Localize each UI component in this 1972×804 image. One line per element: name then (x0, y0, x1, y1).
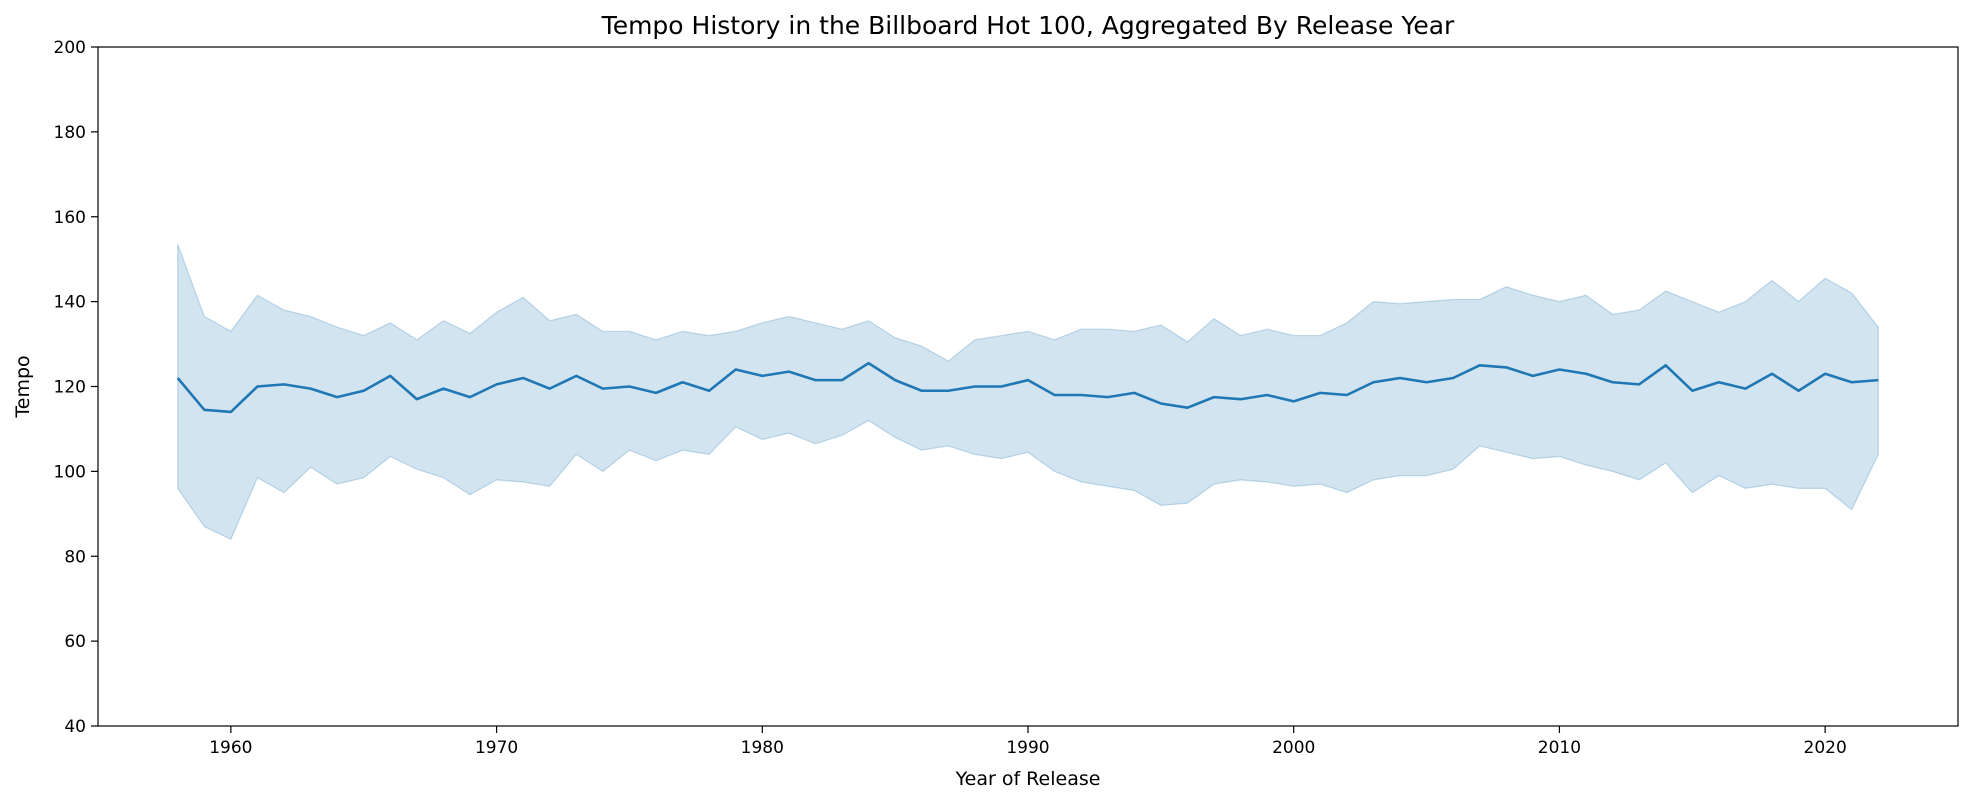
x-tick-label: 1960 (209, 738, 252, 758)
x-tick-label: 2000 (1272, 738, 1315, 758)
y-tick-label: 180 (54, 123, 86, 143)
mean-tempo-line (176, 361, 1879, 414)
y-tick-label: 80 (64, 547, 86, 567)
x-tick-label: 1980 (741, 738, 784, 758)
y-tick-label: 200 (54, 38, 86, 58)
x-tick-label: 1990 (1006, 738, 1049, 758)
x-ticks: 1960 1970 1980 1990 2000 2010 2020 (209, 726, 1847, 758)
chart-title: Tempo History in the Billboard Hot 100, … (601, 11, 1455, 40)
mean-line-layer (176, 361, 1879, 414)
y-ticks: 40 60 80 100 120 140 160 180 200 (54, 38, 98, 737)
y-tick-label: 60 (64, 632, 86, 652)
y-tick-label: 140 (54, 293, 86, 313)
x-tick-label: 2020 (1804, 738, 1847, 758)
x-axis-label: Year of Release (955, 768, 1101, 790)
y-tick-label: 40 (64, 717, 86, 737)
y-tick-label: 160 (54, 208, 86, 228)
confidence-band (177, 244, 1879, 541)
y-axis-label: Tempo (12, 355, 34, 418)
y-tick-label: 100 (54, 462, 86, 482)
x-tick-label: 1970 (475, 738, 518, 758)
confidence-band-layer (177, 244, 1879, 541)
y-tick-label: 120 (54, 378, 86, 398)
x-tick-label: 2010 (1538, 738, 1581, 758)
